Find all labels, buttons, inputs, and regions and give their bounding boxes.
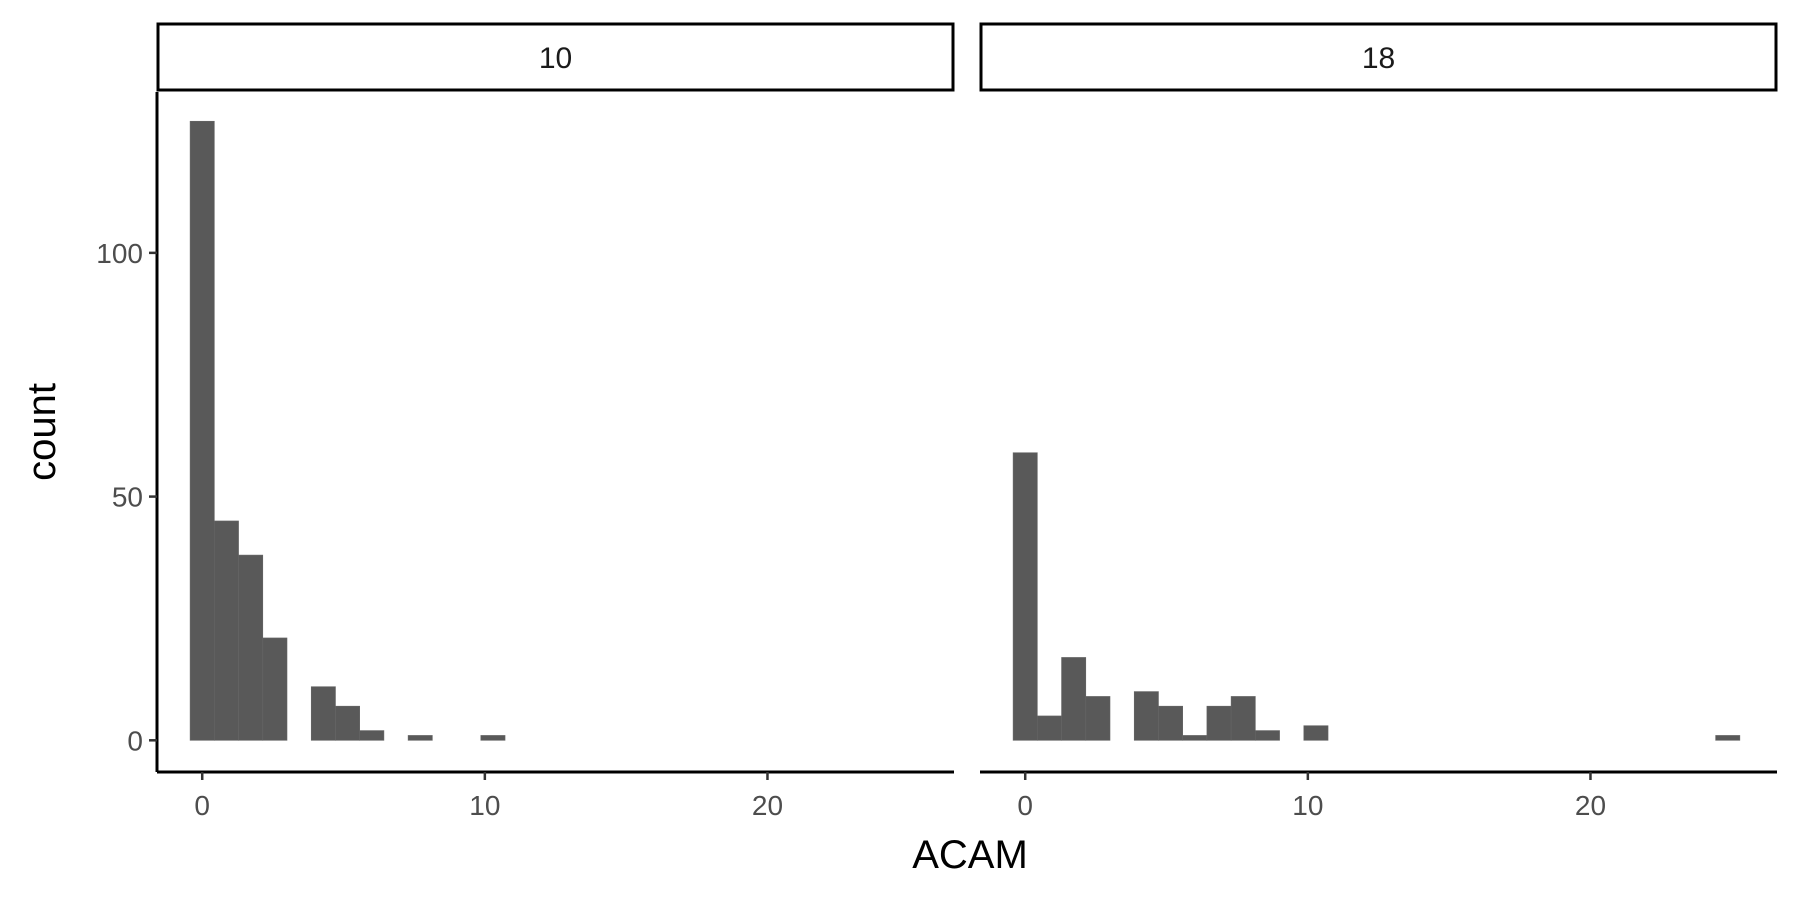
x-tick-label: 0 bbox=[1017, 790, 1033, 821]
x-tick-label: 10 bbox=[1292, 790, 1323, 821]
histogram-bar bbox=[1715, 735, 1741, 741]
y-tick-label: 50 bbox=[112, 482, 143, 513]
x-tick-label: 20 bbox=[1575, 790, 1606, 821]
histogram-bar bbox=[310, 686, 336, 741]
x-tick-label: 10 bbox=[469, 790, 500, 821]
histogram-bar bbox=[1085, 696, 1111, 741]
x-axis-title: ACAM bbox=[912, 833, 1028, 877]
facet-strip-label: 10 bbox=[539, 42, 572, 75]
histogram-bar bbox=[1061, 657, 1087, 741]
histogram-bar bbox=[359, 730, 385, 741]
facet-strip bbox=[979, 22, 1778, 92]
facet-panel-18: 18 0 10 20 bbox=[979, 22, 1778, 821]
histogram-bar bbox=[480, 735, 506, 741]
x-tick-label: 20 bbox=[752, 790, 783, 821]
histogram-bar bbox=[262, 637, 288, 741]
histogram-bar bbox=[214, 520, 239, 741]
histogram-bar bbox=[1206, 705, 1232, 741]
histogram-bar bbox=[189, 120, 215, 741]
facet-strip bbox=[156, 22, 955, 92]
y-tick-label: 0 bbox=[127, 725, 143, 756]
histogram-bar bbox=[1133, 691, 1159, 741]
y-tick-label: 100 bbox=[96, 238, 143, 269]
facet-strip-label: 18 bbox=[1362, 42, 1395, 75]
histogram-bar bbox=[1303, 725, 1329, 741]
x-tick-label: 0 bbox=[194, 790, 210, 821]
histogram-bar bbox=[407, 735, 433, 741]
histogram-bar bbox=[1182, 735, 1208, 741]
y-axis-title: count bbox=[20, 383, 64, 481]
histogram-bar bbox=[1037, 715, 1062, 741]
histogram-bar bbox=[1230, 696, 1256, 741]
histogram-bar bbox=[1158, 705, 1183, 741]
histogram-bar bbox=[1255, 730, 1280, 741]
histogram-bar bbox=[335, 705, 360, 741]
histogram-bar bbox=[1012, 452, 1038, 741]
histogram-bar bbox=[238, 554, 264, 741]
